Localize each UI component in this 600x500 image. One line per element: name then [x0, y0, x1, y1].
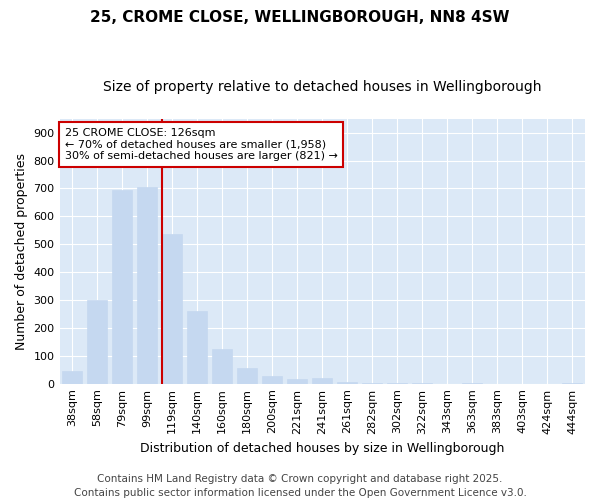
Text: Contains HM Land Registry data © Crown copyright and database right 2025.
Contai: Contains HM Land Registry data © Crown c…: [74, 474, 526, 498]
Bar: [187, 310, 207, 384]
X-axis label: Distribution of detached houses by size in Wellingborough: Distribution of detached houses by size …: [140, 442, 505, 455]
Bar: [237, 368, 257, 384]
Bar: [212, 349, 232, 384]
Bar: [362, 383, 382, 384]
Bar: [162, 234, 182, 384]
Title: Size of property relative to detached houses in Wellingborough: Size of property relative to detached ho…: [103, 80, 542, 94]
Bar: [87, 300, 107, 384]
Y-axis label: Number of detached properties: Number of detached properties: [15, 152, 28, 350]
Text: 25 CROME CLOSE: 126sqm
← 70% of detached houses are smaller (1,958)
30% of semi-: 25 CROME CLOSE: 126sqm ← 70% of detached…: [65, 128, 338, 161]
Bar: [137, 187, 157, 384]
Text: 25, CROME CLOSE, WELLINGBOROUGH, NN8 4SW: 25, CROME CLOSE, WELLINGBOROUGH, NN8 4SW: [90, 10, 510, 25]
Bar: [312, 378, 332, 384]
Bar: [337, 382, 358, 384]
Bar: [112, 190, 132, 384]
Bar: [287, 380, 307, 384]
Bar: [62, 371, 82, 384]
Bar: [262, 376, 282, 384]
